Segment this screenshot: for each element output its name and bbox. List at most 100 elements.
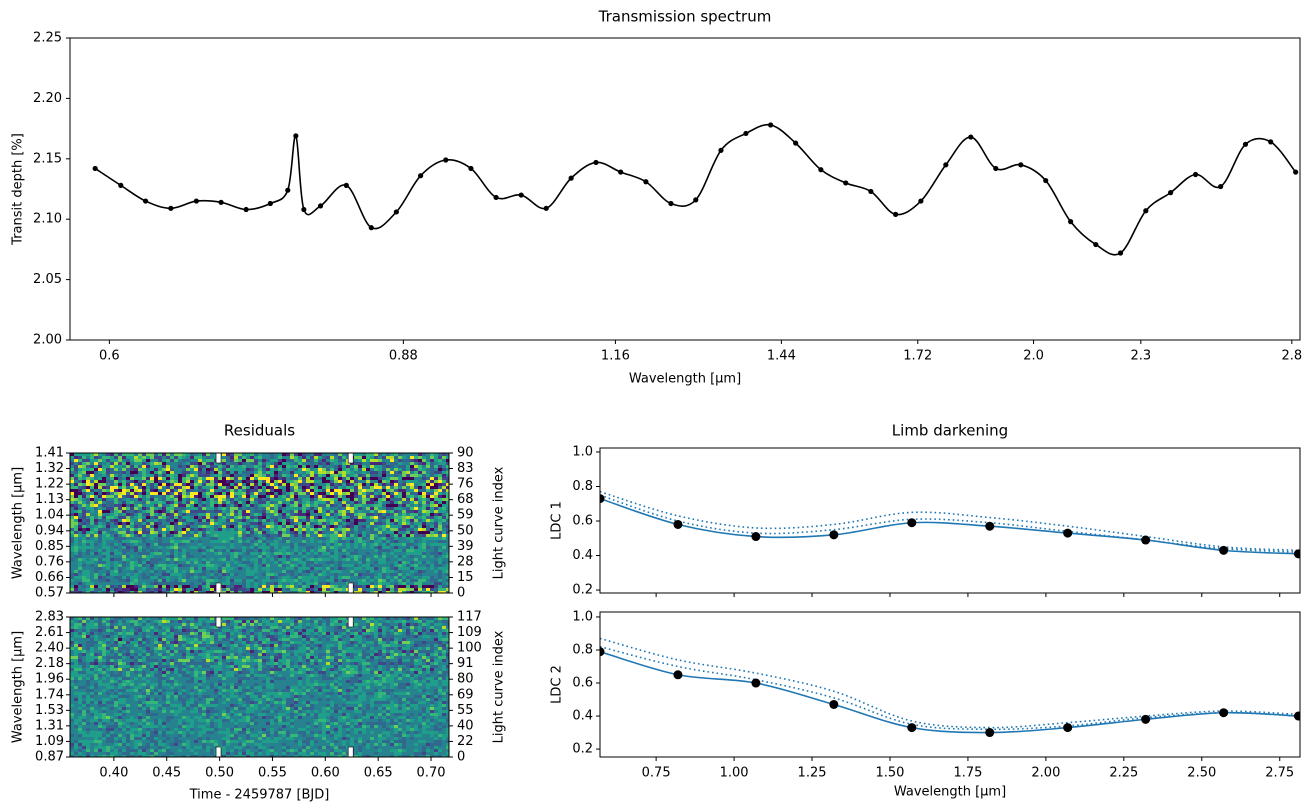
heatmap-cell	[258, 462, 262, 465]
heatmap-cell	[230, 525, 234, 528]
heatmap-cell	[138, 528, 142, 531]
heatmap-cell	[194, 465, 198, 468]
heatmap-cell	[330, 486, 334, 489]
heatmap-cell	[138, 507, 142, 510]
heatmap-cell	[78, 573, 82, 576]
heatmap-cell	[374, 582, 378, 585]
heatmap-cell	[126, 495, 130, 498]
heatmap-cell	[382, 501, 386, 504]
heatmap-cell	[338, 468, 342, 471]
heatmap-cell	[142, 486, 146, 489]
heatmap-cell	[286, 465, 290, 468]
heatmap-cell	[190, 561, 194, 564]
heatmap-cell	[422, 453, 426, 456]
heatmap-cell	[86, 477, 90, 480]
heatmap-cell	[402, 591, 406, 593]
heatmap-cell	[314, 516, 318, 519]
heatmap-cell	[386, 483, 390, 486]
heatmap-cell	[266, 540, 270, 543]
heatmap-cell	[258, 522, 262, 525]
heatmap-cell	[178, 576, 182, 579]
heatmap-cell	[82, 480, 86, 483]
heatmap-cell	[130, 510, 134, 513]
heatmap-cell	[362, 459, 366, 462]
heatmap-cell	[162, 453, 166, 456]
heatmap-cell	[234, 570, 238, 573]
heatmap-cell	[338, 588, 342, 591]
heatmap-cell	[386, 576, 390, 579]
heatmap-cell	[314, 570, 318, 573]
data-point	[568, 175, 574, 181]
heatmap-cell	[410, 540, 414, 543]
data-point	[768, 122, 774, 128]
heatmap-cell	[294, 522, 298, 525]
heatmap-cell	[422, 456, 426, 459]
heatmap-cell	[182, 528, 186, 531]
heatmap-cell	[286, 495, 290, 498]
heatmap-cell	[414, 516, 418, 519]
heatmap-cell	[354, 617, 358, 620]
heatmap-cell	[342, 534, 346, 537]
heatmap-cell	[206, 570, 210, 573]
heatmap-cell	[370, 525, 374, 528]
heatmap-cell	[382, 537, 386, 540]
y-tick-label: 0.57	[35, 586, 64, 601]
heatmap-cell	[306, 549, 310, 552]
heatmap-cell	[242, 573, 246, 576]
heatmap-cell	[374, 459, 378, 462]
heatmap-cell	[202, 546, 206, 549]
heatmap-cell	[238, 573, 242, 576]
heatmap-cell	[238, 522, 242, 525]
heatmap-cell	[262, 540, 266, 543]
heatmap-cell	[406, 582, 410, 585]
heatmap-cell	[234, 501, 238, 504]
heatmap-cell	[162, 489, 166, 492]
heatmap-cell	[246, 626, 250, 629]
heatmap-cell	[374, 570, 378, 573]
heatmap-cell	[262, 582, 266, 585]
heatmap-cell	[150, 585, 154, 588]
heatmap-cell	[78, 501, 82, 504]
heatmap-cell	[74, 564, 78, 567]
heatmap-cell	[194, 453, 198, 456]
heatmap-cell	[190, 576, 194, 579]
heatmap-cell	[410, 591, 414, 593]
heatmap-cell	[386, 561, 390, 564]
heatmap-cell	[138, 459, 142, 462]
heatmap-cell	[414, 623, 418, 626]
heatmap-cell	[238, 516, 242, 519]
heatmap-cell	[294, 525, 298, 528]
heatmap-cell	[422, 537, 426, 540]
heatmap-cell	[330, 525, 334, 528]
heatmap-cell	[382, 558, 386, 561]
heatmap-cell	[70, 579, 74, 582]
heatmap-cell	[242, 549, 246, 552]
heatmap-cell	[390, 546, 394, 549]
heatmap-cell	[350, 531, 354, 534]
heatmap-cell	[422, 617, 426, 620]
heatmap-cell	[146, 540, 150, 543]
heatmap-cell	[350, 540, 354, 543]
heatmap-cell	[142, 564, 146, 567]
heatmap-cell	[378, 531, 382, 534]
heatmap-cell	[146, 591, 150, 593]
heatmap-cell	[138, 456, 142, 459]
heatmap-cell	[338, 579, 342, 582]
heatmap-cell	[102, 617, 106, 620]
heatmap-cell	[202, 474, 206, 477]
heatmap-cell	[82, 510, 86, 513]
heatmap-cell	[358, 558, 362, 561]
heatmap-cell	[390, 561, 394, 564]
heatmap-cell	[106, 549, 110, 552]
heatmap-cell	[294, 483, 298, 486]
heatmap-cell	[194, 591, 198, 593]
heatmap-cell	[126, 617, 130, 620]
heatmap-cell	[234, 582, 238, 585]
heatmap-cell	[150, 564, 154, 567]
heatmap-cell	[194, 561, 198, 564]
heatmap-cell	[354, 516, 358, 519]
heatmap-cell	[386, 453, 390, 456]
heatmap-cell	[94, 465, 98, 468]
heatmap-cell	[426, 468, 430, 471]
x-tick-label: 1.44	[767, 349, 796, 364]
